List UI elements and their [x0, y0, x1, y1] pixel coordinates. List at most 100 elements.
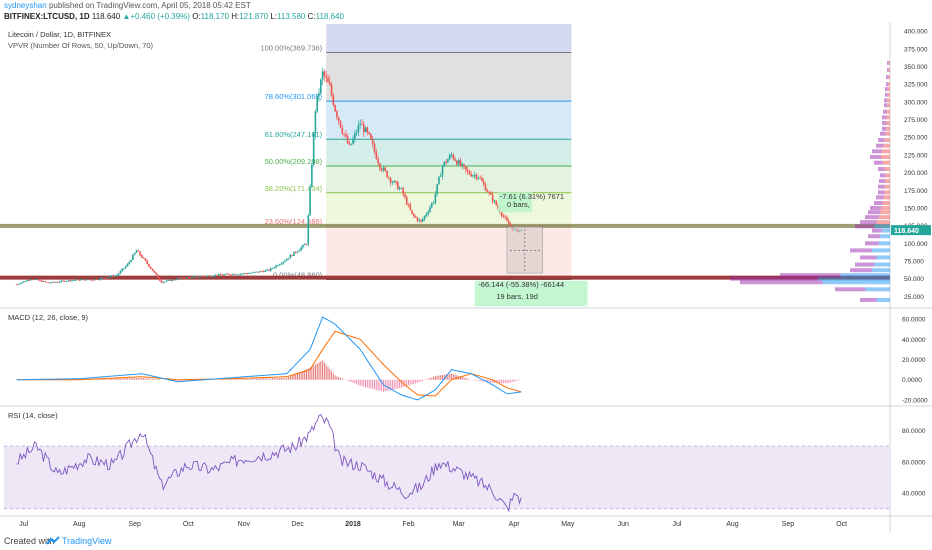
candle-body [464, 166, 467, 170]
price-change: ▲+0.460 (+0.39%) [122, 12, 190, 21]
candle-body [141, 255, 143, 258]
vpvr-bar [885, 179, 890, 184]
candle-body [19, 283, 21, 285]
close-label: C: [307, 12, 316, 21]
candle-body [244, 273, 247, 274]
measure-label-box [498, 192, 533, 213]
candle-body [96, 279, 98, 281]
tradingview-logo-icon [46, 536, 60, 545]
macd-pane-title: MACD (12, 26, close, 9) [8, 313, 89, 322]
candle-body [42, 281, 45, 282]
vpvr-bar [780, 273, 841, 278]
measure-label-text: -7.61 (6.31%) 7671 [500, 192, 564, 201]
vpvr-bar [868, 210, 881, 215]
vpvr-bar [887, 67, 889, 72]
vpvr-bar [835, 287, 866, 292]
candle-body [98, 279, 100, 281]
vpvr-bar [888, 82, 890, 87]
candle-body [425, 213, 428, 216]
candle-body [112, 275, 114, 277]
vpvr-bar [870, 205, 881, 210]
candle-body [26, 280, 29, 282]
price-tick-label: 350.000 [904, 64, 928, 71]
open-label: O: [192, 12, 201, 21]
candle-body [273, 267, 276, 269]
candle-body [352, 138, 354, 144]
macd-tick-label: 20.0000 [902, 357, 926, 364]
candle-body [251, 272, 254, 274]
vpvr-bar [887, 60, 889, 65]
candle-body [318, 93, 320, 96]
time-tick-label: Oct [836, 521, 847, 528]
candle-body [382, 167, 385, 171]
candle-body [345, 134, 347, 137]
candle-body [76, 279, 79, 281]
candle-body [228, 274, 231, 275]
macd-tick-label: -20.0000 [902, 397, 928, 404]
candle-body [321, 71, 324, 80]
candle-body [287, 258, 290, 260]
chart-area[interactable]: 100.00%(369.736) 78.60%(301.065) 61.80%(24… [0, 22, 932, 532]
candle-body [128, 261, 131, 264]
candle-body [60, 280, 63, 282]
candle-body [443, 161, 446, 166]
candle-body [323, 71, 326, 77]
chart-header: sydneyshan published on TradingView.com,… [0, 0, 932, 22]
candle-body [459, 160, 462, 166]
candle-body [157, 274, 159, 278]
candle-body [155, 272, 157, 275]
candle-body [320, 79, 322, 94]
vpvr-bar [884, 138, 890, 143]
vpvr-bar [888, 75, 890, 80]
candle-body [180, 277, 182, 279]
vpvr-bar [872, 268, 890, 273]
candle-body [371, 139, 374, 145]
candle-body [234, 273, 236, 275]
candle-body [300, 247, 302, 251]
candle-body [81, 279, 84, 281]
candle-body [217, 274, 220, 276]
candle-body [160, 280, 163, 283]
candle-body [73, 280, 75, 281]
candle-body [343, 133, 345, 135]
candle-body [201, 276, 204, 278]
vpvr-bar [885, 131, 890, 136]
measure-label-box [474, 280, 588, 307]
candle-body [250, 273, 252, 274]
candle-body [475, 174, 478, 179]
close-value: 118.640 [315, 12, 344, 21]
symbol-name[interactable]: BITFINEX:LTCUSD, 1D [4, 12, 90, 21]
rsi-line [16, 413, 522, 513]
candle-body [162, 282, 165, 283]
candle-body [407, 204, 410, 206]
time-tick-label: Mar [453, 521, 466, 528]
horizontal-line [0, 223, 890, 228]
candle-body [133, 252, 136, 255]
candle-body [257, 271, 259, 273]
candle-body [269, 268, 272, 271]
candle-body [264, 270, 267, 272]
candle-body [44, 281, 46, 282]
candle-body [379, 163, 381, 169]
candle-body [67, 280, 70, 282]
candle-body [404, 194, 406, 198]
vpvr-bar [886, 82, 889, 87]
candle-body [336, 111, 338, 118]
measure-label-sub: 0 bars, [507, 200, 530, 209]
candle-body [94, 279, 97, 281]
price-pane-title: Litecoin / Dollar, 1D, BITFINEX [8, 30, 111, 39]
candle-body [248, 273, 251, 275]
candle-body [409, 204, 412, 211]
candle-body [296, 251, 299, 253]
author-link[interactable]: sydneyshan [4, 1, 47, 10]
vpvr-bar [884, 184, 890, 189]
candle-body [441, 165, 444, 176]
fib-level-label: 61.80%(247.161) [265, 130, 323, 139]
price-tick-label: 275.000 [904, 117, 928, 124]
time-tick-label: Feb [402, 521, 414, 528]
candle-body [207, 275, 209, 277]
price-tick-label: 100.000 [904, 241, 928, 248]
candle-body [280, 263, 283, 265]
tradingview-brand-link[interactable]: TradingView [62, 536, 112, 546]
candle-body [167, 279, 170, 281]
